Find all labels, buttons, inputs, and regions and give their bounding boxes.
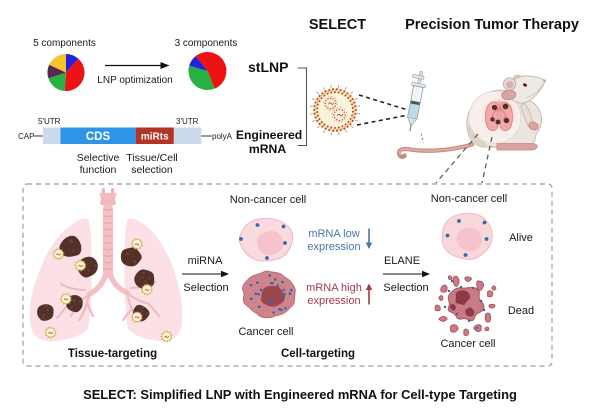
svg-text:SELECT: Simplified LNP with En: SELECT: Simplified LNP with Engineered m…: [83, 387, 517, 402]
svg-text:ELANE: ELANE: [384, 255, 420, 267]
svg-text:miRts: miRts: [141, 132, 169, 143]
svg-text:CDS: CDS: [86, 131, 111, 143]
svg-text:SELECT: SELECT: [309, 17, 366, 33]
svg-text:Engineered: Engineered: [236, 128, 302, 142]
svg-text:expression: expression: [307, 241, 360, 253]
svg-text:Dead: Dead: [508, 305, 534, 317]
svg-text:Alive: Alive: [509, 232, 533, 244]
svg-text:expression: expression: [307, 295, 360, 307]
svg-text:Cancer cell: Cancer cell: [440, 338, 495, 350]
svg-text:selection: selection: [131, 164, 173, 176]
svg-text:mRNA: mRNA: [249, 142, 286, 156]
svg-text:function: function: [80, 164, 117, 176]
svg-text:Cell-targeting: Cell-targeting: [281, 348, 355, 360]
svg-text:LNP optimization: LNP optimization: [97, 75, 172, 86]
svg-text:Non-cancer cell: Non-cancer cell: [431, 193, 507, 205]
svg-text:Tissue-targeting: Tissue-targeting: [68, 348, 157, 360]
svg-text:miRNA: miRNA: [188, 255, 223, 267]
svg-text:3'UTR: 3'UTR: [176, 117, 199, 126]
svg-text:mRNA low: mRNA low: [308, 228, 359, 240]
svg-text:CAP: CAP: [18, 132, 34, 141]
svg-text:Non-cancer cell: Non-cancer cell: [230, 194, 306, 206]
svg-text:Selective: Selective: [77, 152, 120, 164]
svg-text:polyA: polyA: [212, 132, 233, 141]
svg-text:5'UTR: 5'UTR: [38, 117, 61, 126]
svg-text:Cancer cell: Cancer cell: [238, 326, 293, 338]
svg-text:Selection: Selection: [383, 282, 428, 294]
svg-text:mRNA high: mRNA high: [306, 282, 362, 294]
svg-text:5 components: 5 components: [33, 38, 96, 49]
svg-text:Precision Tumor Therapy: Precision Tumor Therapy: [405, 17, 579, 33]
svg-text:Tissue/Cell: Tissue/Cell: [126, 152, 178, 164]
svg-text:stLNP: stLNP: [248, 59, 288, 75]
svg-text:Selection: Selection: [183, 282, 228, 294]
svg-text:3 components: 3 components: [175, 38, 238, 49]
